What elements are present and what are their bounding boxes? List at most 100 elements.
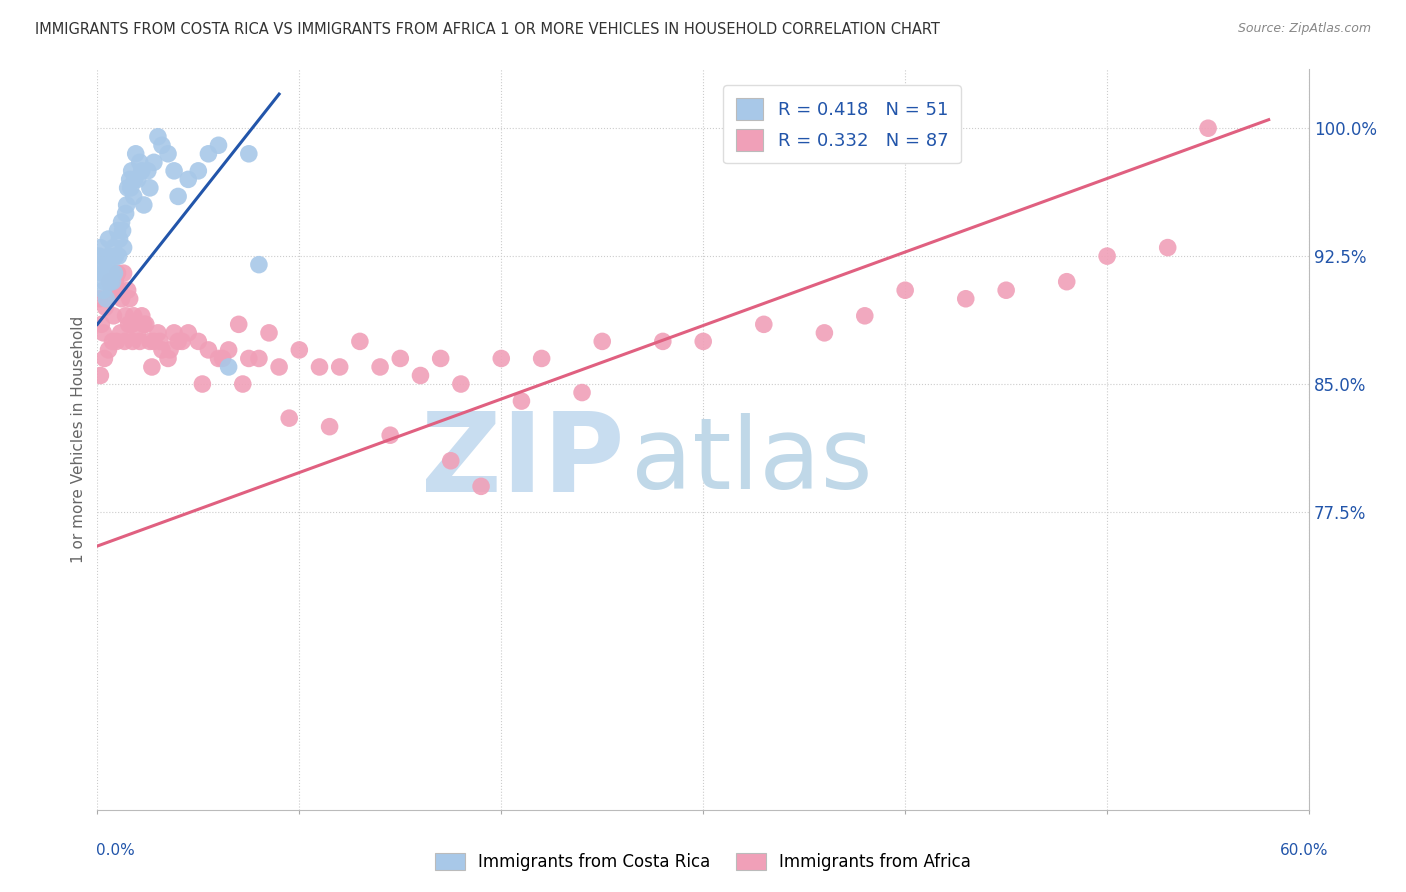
Point [247, 258, 270, 272]
Point [89, 368, 111, 383]
Point [110, 292, 132, 306]
Point [100, 275, 122, 289]
Point [124, 172, 146, 186]
Point [104, 275, 127, 289]
Point [191, 377, 214, 392]
Point [118, 292, 141, 306]
Legend: R = 0.418   N = 51, R = 0.332   N = 87: R = 0.418 N = 51, R = 0.332 N = 87 [723, 85, 960, 163]
Point [247, 351, 270, 366]
Point [104, 249, 127, 263]
Point [157, 351, 180, 366]
Point [93, 351, 115, 366]
Point [101, 275, 124, 289]
Point [118, 318, 141, 332]
Point [121, 334, 143, 349]
Point [96, 258, 118, 272]
Point [150, 138, 173, 153]
Point [103, 266, 125, 280]
Point [157, 146, 180, 161]
Text: 0.0%: 0.0% [96, 843, 135, 858]
Point [132, 198, 155, 212]
Y-axis label: 1 or more Vehicles in Household: 1 or more Vehicles in Household [72, 316, 86, 563]
Point [100, 283, 122, 297]
Point [94, 300, 117, 314]
Text: IMMIGRANTS FROM COSTA RICA VS IMMIGRANTS FROM AFRICA 1 OR MORE VEHICLES IN HOUSE: IMMIGRANTS FROM COSTA RICA VS IMMIGRANTS… [35, 22, 941, 37]
Point [167, 334, 190, 349]
Point [318, 419, 340, 434]
Point [112, 241, 135, 255]
Point [197, 146, 219, 161]
Point [128, 155, 150, 169]
Point [1056, 275, 1078, 289]
Point [105, 334, 128, 349]
Point [108, 283, 131, 297]
Legend: Immigrants from Costa Rica, Immigrants from Africa: Immigrants from Costa Rica, Immigrants f… [427, 845, 979, 880]
Point [470, 479, 492, 493]
Point [429, 351, 451, 366]
Point [114, 309, 136, 323]
Point [139, 334, 162, 349]
Point [107, 223, 129, 237]
Point [136, 164, 159, 178]
Point [368, 359, 391, 374]
Point [112, 266, 135, 280]
Point [1157, 241, 1180, 255]
Point [131, 164, 153, 178]
Point [278, 411, 301, 425]
Point [491, 351, 513, 366]
Point [591, 334, 613, 349]
Point [510, 394, 533, 409]
Point [207, 138, 229, 153]
Point [96, 292, 118, 306]
Point [232, 377, 254, 392]
Point [107, 249, 129, 263]
Point [101, 334, 124, 349]
Point [135, 318, 157, 332]
Point [97, 232, 120, 246]
Point [125, 146, 148, 161]
Point [177, 326, 200, 340]
Point [177, 172, 200, 186]
Point [122, 189, 145, 203]
Point [142, 334, 165, 349]
Point [571, 385, 593, 400]
Point [93, 283, 115, 297]
Point [97, 343, 120, 357]
Point [409, 368, 432, 383]
Point [218, 359, 240, 374]
Point [207, 351, 229, 366]
Point [111, 223, 134, 237]
Point [389, 351, 412, 366]
Point [98, 275, 121, 289]
Point [120, 181, 142, 195]
Point [288, 343, 311, 357]
Point [187, 334, 209, 349]
Point [146, 326, 169, 340]
Point [131, 309, 153, 323]
Point [349, 334, 371, 349]
Text: 60.0%: 60.0% [1281, 843, 1329, 858]
Point [89, 241, 111, 255]
Point [93, 275, 115, 289]
Point [103, 241, 125, 255]
Point [115, 198, 138, 212]
Point [118, 172, 141, 186]
Text: atlas: atlas [630, 413, 872, 510]
Point [110, 215, 132, 229]
Point [197, 343, 219, 357]
Point [1095, 249, 1118, 263]
Point [269, 359, 291, 374]
Point [141, 359, 163, 374]
Point [995, 283, 1018, 297]
Point [450, 377, 472, 392]
Point [89, 292, 111, 306]
Point [238, 351, 260, 366]
Point [114, 334, 136, 349]
Point [163, 164, 186, 178]
Point [121, 318, 143, 332]
Point [117, 181, 139, 195]
Point [100, 266, 122, 280]
Text: ZIP: ZIP [420, 409, 624, 516]
Point [94, 266, 117, 280]
Point [121, 164, 143, 178]
